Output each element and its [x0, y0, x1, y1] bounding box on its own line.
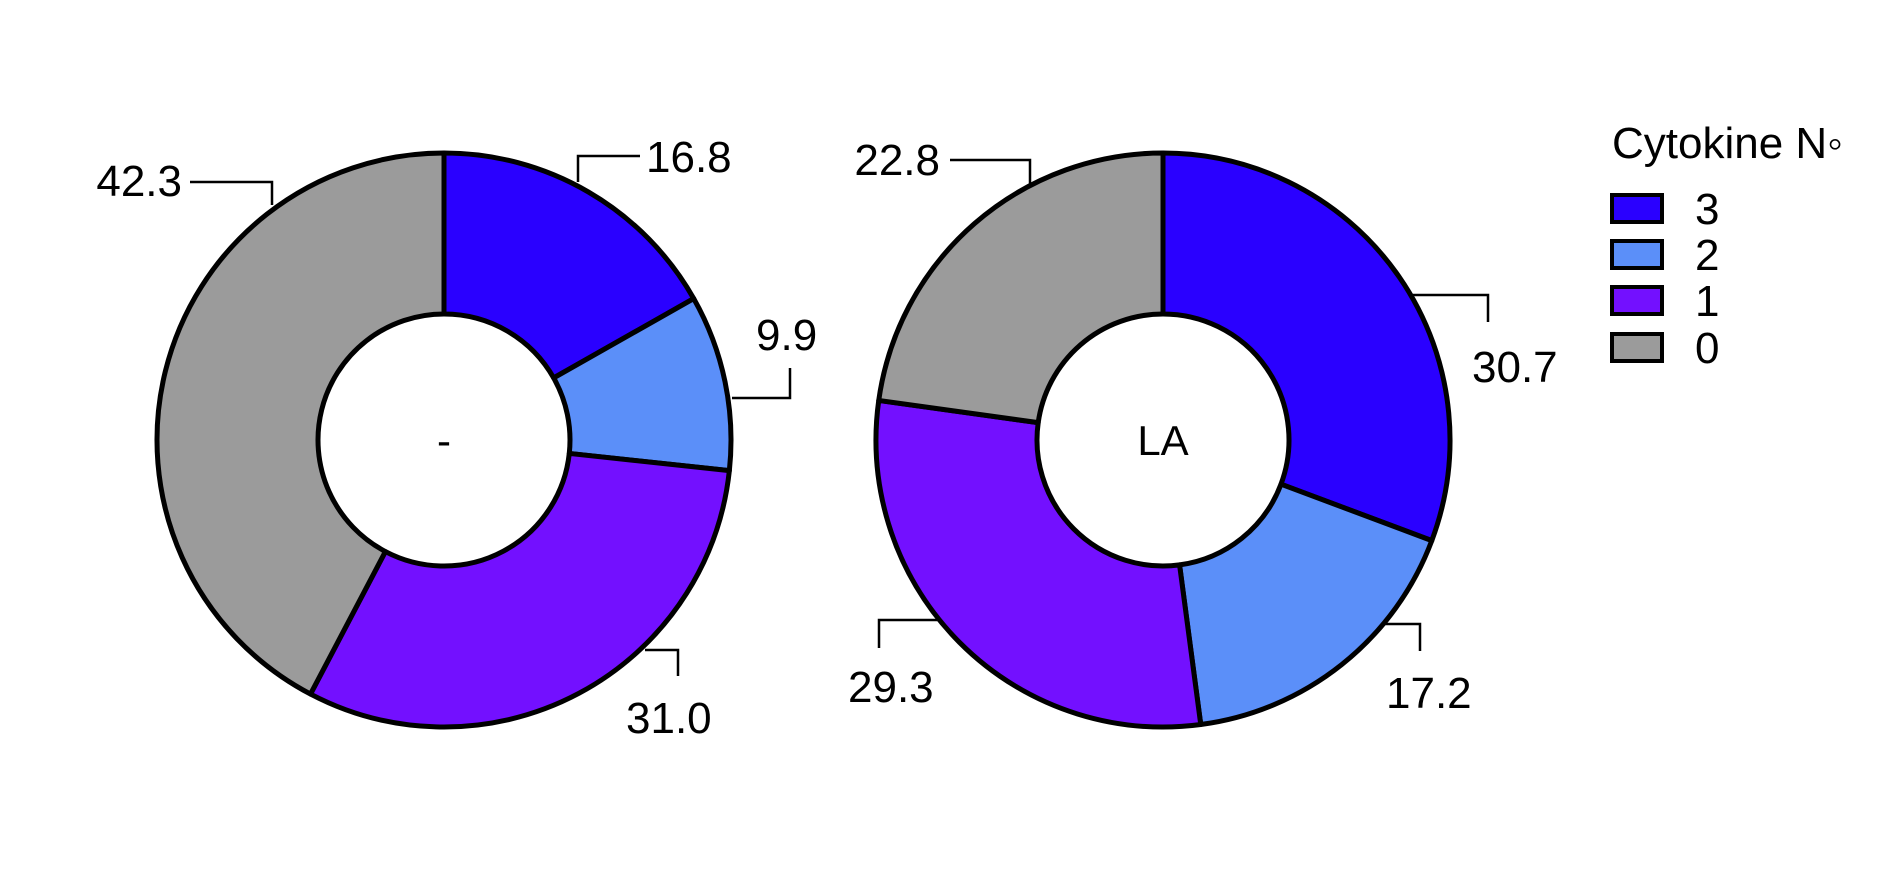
legend-swatch-1	[1610, 285, 1664, 316]
donut-1-leader-2	[1384, 622, 1422, 651]
donut-1-center-label: LA	[1137, 417, 1188, 464]
donut-1-value-label-1: 29.3	[848, 663, 934, 712]
legend-swatch-2	[1610, 239, 1664, 270]
donut-chart-la: 30.7 17.2 29.3 22.8 LA	[848, 136, 1558, 730]
donut-0-leader-2	[732, 368, 792, 400]
donut-1-leader-0	[950, 158, 1032, 186]
donut-0-value-label-3: 16.8	[646, 133, 732, 182]
donut-0-slice-0	[154, 150, 447, 697]
donut-0-slice-3	[441, 150, 697, 381]
donut-0-value-label-1: 31.0	[626, 694, 712, 743]
legend: Cytokine N◦ 3 2 1 0	[1610, 119, 1843, 373]
donut-1-slice-3	[1160, 150, 1453, 544]
legend-title: Cytokine N◦	[1612, 119, 1843, 168]
legend-label-1: 1	[1695, 277, 1719, 326]
donut-chart-untreated: 16.8 9.9 31.0 42.3 -	[96, 133, 817, 743]
donut-1-value-label-0: 22.8	[854, 136, 940, 185]
donut-0-slice-1	[308, 450, 732, 730]
donut-1-value-label-3: 30.7	[1472, 343, 1558, 392]
legend-label-3: 3	[1695, 185, 1719, 234]
donut-1-leader-1	[877, 618, 940, 648]
donut-1-slice-2	[1177, 481, 1435, 728]
donut-1-leader-3	[1412, 293, 1490, 322]
donut-0-leader-3	[576, 154, 640, 182]
legend-label-2: 2	[1695, 231, 1719, 280]
donut-0-center-label: -	[437, 417, 451, 464]
donut-0-leader-0	[190, 180, 274, 205]
donut-1-slice-1	[873, 397, 1204, 730]
donut-1-value-label-2: 17.2	[1386, 669, 1472, 718]
donut-0-value-label-0: 42.3	[96, 157, 182, 206]
legend-label-0: 0	[1695, 324, 1719, 373]
donut-0-leader-1	[645, 648, 680, 676]
donut-1-slice-0	[876, 150, 1166, 426]
legend-swatch-3	[1610, 193, 1664, 224]
legend-swatch-0	[1610, 332, 1664, 363]
donut-0-value-label-2: 9.9	[756, 311, 817, 360]
